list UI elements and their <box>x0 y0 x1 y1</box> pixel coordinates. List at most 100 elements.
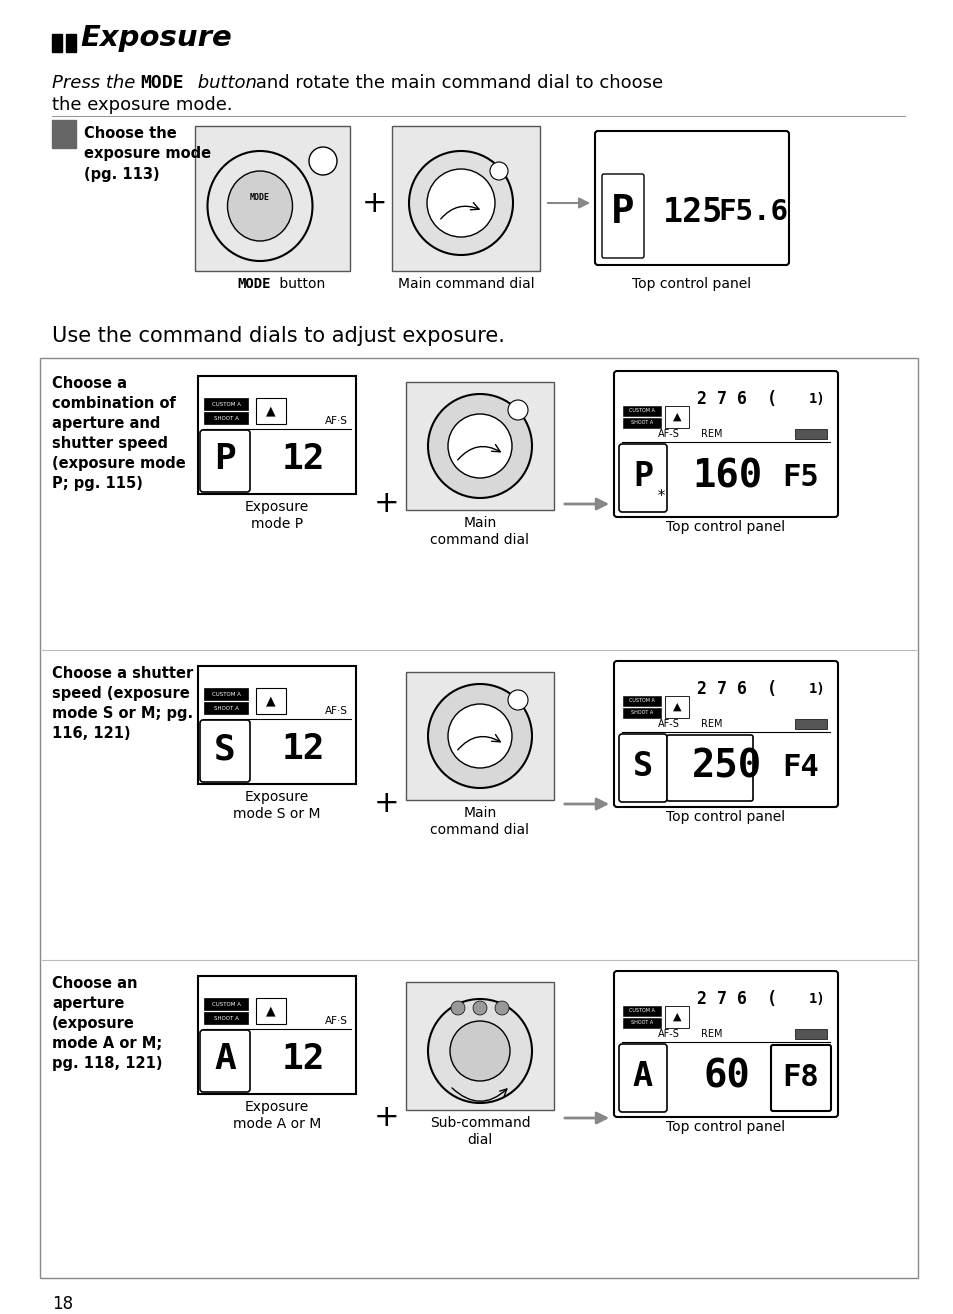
Bar <box>52 120 76 148</box>
Text: MODE: MODE <box>140 74 183 92</box>
Circle shape <box>448 414 512 478</box>
FancyBboxPatch shape <box>614 371 837 516</box>
Text: P: P <box>611 193 634 231</box>
Text: SHOOT A: SHOOT A <box>630 1021 653 1025</box>
Text: Exposure
mode A or M: Exposure mode A or M <box>233 1100 321 1131</box>
Bar <box>392 126 539 271</box>
Text: SHOOT A: SHOOT A <box>630 711 653 716</box>
Text: +: + <box>374 790 399 819</box>
Circle shape <box>507 690 527 710</box>
Bar <box>204 689 248 700</box>
Circle shape <box>490 162 507 180</box>
FancyBboxPatch shape <box>595 131 788 265</box>
Text: Top control panel: Top control panel <box>666 1120 784 1134</box>
Bar <box>622 708 660 717</box>
Text: 12: 12 <box>281 442 324 476</box>
Bar <box>664 1007 688 1028</box>
Circle shape <box>473 1001 486 1014</box>
Text: AF-S: AF-S <box>658 428 679 439</box>
Text: 250: 250 <box>691 748 761 786</box>
Bar <box>664 696 688 717</box>
Bar <box>255 999 286 1024</box>
Bar <box>622 418 660 428</box>
Circle shape <box>451 1001 464 1014</box>
Bar <box>198 666 355 784</box>
FancyBboxPatch shape <box>666 735 752 802</box>
Bar <box>198 976 355 1095</box>
FancyBboxPatch shape <box>614 661 837 807</box>
FancyBboxPatch shape <box>614 971 837 1117</box>
Bar <box>204 413 248 424</box>
Text: REM: REM <box>700 719 722 729</box>
Text: Sub-command
dial: Sub-command dial <box>429 1116 530 1147</box>
FancyArrowPatch shape <box>457 735 499 750</box>
Text: ▲: ▲ <box>266 405 275 418</box>
Text: ▲: ▲ <box>672 1012 680 1022</box>
Text: AF-S: AF-S <box>658 719 679 729</box>
Text: button: button <box>192 74 256 92</box>
Text: CUSTOM A: CUSTOM A <box>212 402 240 406</box>
Text: and rotate the main command dial to choose: and rotate the main command dial to choo… <box>250 74 662 92</box>
Text: S: S <box>632 750 653 783</box>
Circle shape <box>450 1021 510 1081</box>
Circle shape <box>427 170 495 237</box>
Text: 1): 1) <box>808 392 824 406</box>
Bar <box>664 406 688 428</box>
Circle shape <box>495 1001 509 1014</box>
Bar <box>622 1007 660 1016</box>
Bar <box>406 382 554 510</box>
Bar <box>40 357 917 1279</box>
FancyBboxPatch shape <box>770 1045 830 1112</box>
Text: CUSTOM A: CUSTOM A <box>628 699 655 703</box>
Text: Exposure: Exposure <box>80 24 232 53</box>
Text: Top control panel: Top control panel <box>666 520 784 533</box>
Text: AF-S: AF-S <box>658 1029 679 1039</box>
Text: Choose a shutter
speed (exposure
mode S or M; pg.
116, 121): Choose a shutter speed (exposure mode S … <box>52 666 193 741</box>
Bar <box>204 999 248 1010</box>
Text: CUSTOM A: CUSTOM A <box>628 409 655 414</box>
Bar <box>794 428 826 439</box>
Text: A: A <box>632 1060 653 1093</box>
FancyBboxPatch shape <box>200 1030 250 1092</box>
Ellipse shape <box>227 171 293 240</box>
Bar <box>794 719 826 729</box>
Text: 2 7 6  (: 2 7 6 ( <box>697 390 776 409</box>
Text: Use the command dials to adjust exposure.: Use the command dials to adjust exposure… <box>52 326 504 346</box>
Text: Main
command dial: Main command dial <box>430 516 529 548</box>
Text: CUSTOM A: CUSTOM A <box>628 1009 655 1013</box>
Text: ▲: ▲ <box>672 413 680 422</box>
Circle shape <box>428 394 532 498</box>
Text: CUSTOM A: CUSTOM A <box>212 691 240 696</box>
Text: AF·S: AF·S <box>325 1016 348 1026</box>
Bar <box>204 1012 248 1024</box>
Text: A: A <box>213 1042 235 1076</box>
Text: F4: F4 <box>781 753 819 782</box>
Circle shape <box>309 147 336 175</box>
Text: Exposure
mode P: Exposure mode P <box>245 501 309 531</box>
Text: MODE: MODE <box>237 277 271 290</box>
FancyArrowPatch shape <box>440 202 478 219</box>
Text: +: + <box>374 1104 399 1133</box>
Text: +: + <box>374 490 399 519</box>
Text: +: + <box>361 188 387 218</box>
Text: the exposure mode.: the exposure mode. <box>52 96 233 114</box>
Bar <box>255 689 286 714</box>
Text: REM: REM <box>700 428 722 439</box>
Text: 2 7 6  (: 2 7 6 ( <box>697 681 776 698</box>
Text: MODE: MODE <box>250 193 270 202</box>
Text: F5: F5 <box>781 463 819 491</box>
Text: 12: 12 <box>281 732 324 766</box>
Text: F5.6: F5.6 <box>718 198 787 226</box>
Text: REM: REM <box>700 1029 722 1039</box>
Circle shape <box>507 399 527 420</box>
Bar <box>194 126 350 271</box>
Text: SHOOT A: SHOOT A <box>213 706 238 711</box>
Bar <box>66 34 76 53</box>
Text: ▲: ▲ <box>266 695 275 707</box>
Bar <box>622 406 660 417</box>
Text: Exposure
mode S or M: Exposure mode S or M <box>233 790 320 821</box>
Text: S: S <box>213 732 235 766</box>
Text: 1): 1) <box>808 992 824 1007</box>
Text: P: P <box>213 442 235 476</box>
Text: Top control panel: Top control panel <box>632 277 751 290</box>
